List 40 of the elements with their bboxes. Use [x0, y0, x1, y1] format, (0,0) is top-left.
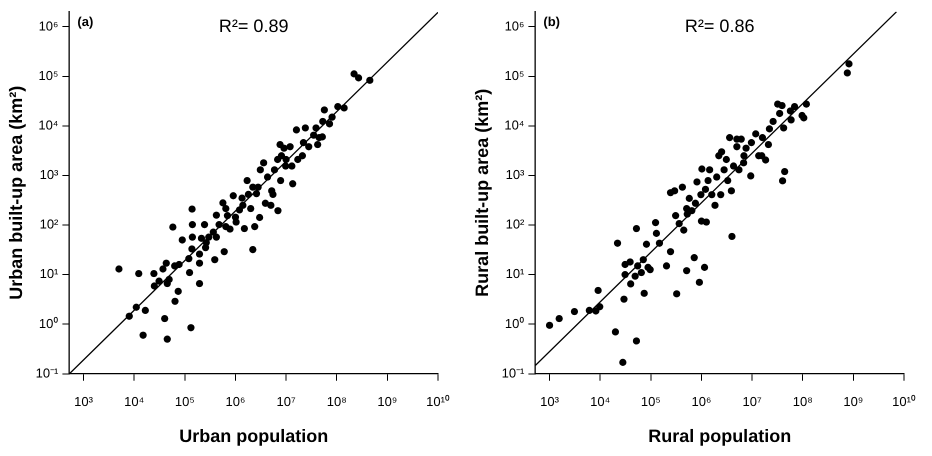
y-tick-label: 10³: [40, 167, 60, 182]
x-tick-label: 10⁴: [124, 394, 144, 410]
y-tick-label: 10⁵: [504, 68, 524, 83]
y-tick-label: 10⁴: [38, 117, 58, 132]
annotation: (a): [77, 14, 94, 29]
x-tick-label: 10¹⁰: [892, 394, 916, 410]
y-tick-label: 10⁶: [38, 18, 58, 34]
y-tick-label: 10⁻¹: [502, 365, 526, 380]
x-tick-label: 10⁸: [792, 394, 813, 410]
y-tick-label: 10¹: [506, 266, 526, 282]
y-tick-label: 10⁻¹: [36, 365, 60, 380]
x-tick-label: 10⁷: [742, 394, 762, 410]
y-tick-label: 10²: [506, 216, 526, 232]
y-tick-label: 10⁰: [38, 316, 58, 331]
x-axis-title: Rural population: [648, 426, 792, 446]
x-axis-title: Urban population: [179, 426, 328, 446]
x-tick-label: 10⁸: [326, 394, 347, 410]
annotation: R²= 0.86: [684, 16, 754, 36]
y-tick-label: 10²: [40, 216, 60, 232]
y-tick-label: 10⁶: [504, 18, 524, 34]
y-axis-title: Urban built-up area (km²): [6, 86, 26, 300]
x-tick-label: 10⁵: [640, 394, 661, 410]
y-tick-label: 10¹: [40, 266, 60, 282]
x-tick-label: 10⁶: [692, 394, 712, 410]
y-tick-label: 10⁵: [38, 68, 58, 83]
annotation: R²= 0.89: [218, 16, 288, 36]
x-tick-label: 10⁹: [843, 394, 864, 410]
x-tick-label: 10⁶: [226, 394, 246, 410]
x-tick-label: 10³: [74, 394, 94, 410]
y-axis-title: Rural built-up area (km²): [472, 88, 492, 297]
x-tick-label: 10¹⁰: [426, 394, 450, 410]
y-tick-label: 10⁴: [504, 117, 524, 132]
y-tick-label: 10⁰: [504, 316, 524, 331]
x-tick-label: 10⁷: [276, 394, 296, 410]
x-tick-label: 10⁹: [377, 394, 398, 410]
annotation: (b): [543, 14, 560, 29]
x-tick-label: 10³: [540, 394, 560, 410]
y-tick-label: 10³: [506, 167, 526, 182]
x-tick-label: 10⁵: [174, 394, 195, 410]
x-tick-label: 10⁴: [590, 394, 610, 410]
